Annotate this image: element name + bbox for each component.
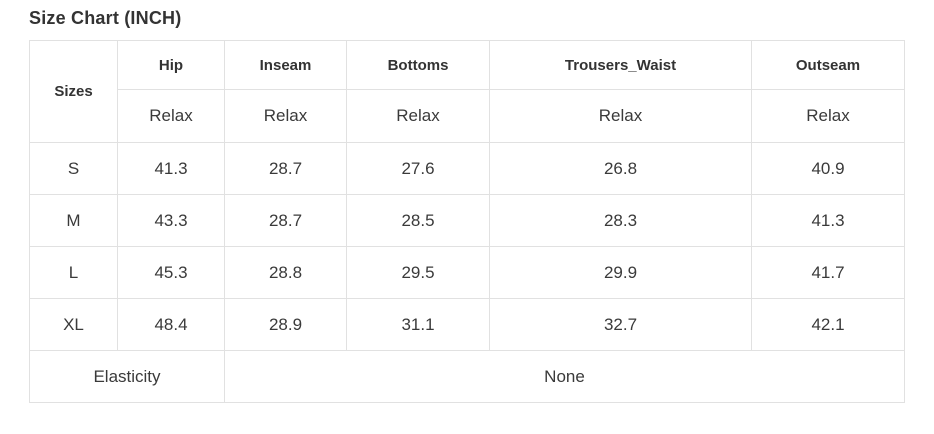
value-cell-m-bottoms: 28.5 <box>346 194 490 247</box>
value-cell-l-hip: 45.3 <box>117 246 225 299</box>
value-cell-s-outseam: 40.9 <box>751 142 905 195</box>
value-cell-xl-trousers-waist: 32.7 <box>489 298 752 351</box>
header-cell-inseam: Inseam <box>224 40 347 90</box>
value-cell-m-hip: 43.3 <box>117 194 225 247</box>
elasticity-value-cell: None <box>224 350 905 403</box>
subheader-cell-outseam-relax: Relax <box>751 89 905 143</box>
header-cell-bottoms: Bottoms <box>346 40 490 90</box>
subheader-cell-inseam-relax: Relax <box>224 89 347 143</box>
header-row-measures: Sizes Hip Inseam Bottoms Trousers_Waist … <box>29 40 905 143</box>
value-cell-l-bottoms: 29.5 <box>346 246 490 299</box>
table-row-size-s: S 41.3 28.7 27.6 26.8 40.9 <box>29 142 905 195</box>
subheader-cell-bottoms-relax: Relax <box>346 89 490 143</box>
size-cell-l: L <box>29 246 118 299</box>
elasticity-label-cell: Elasticity <box>29 350 225 403</box>
subheader-cell-trousers-waist-relax: Relax <box>489 89 752 143</box>
size-cell-xl: XL <box>29 298 118 351</box>
value-cell-xl-hip: 48.4 <box>117 298 225 351</box>
value-cell-l-trousers-waist: 29.9 <box>489 246 752 299</box>
size-chart-section: Size Chart (INCH) Sizes Hip Inseam Botto… <box>29 8 905 403</box>
value-cell-s-hip: 41.3 <box>117 142 225 195</box>
value-cell-xl-bottoms: 31.1 <box>346 298 490 351</box>
value-cell-xl-outseam: 42.1 <box>751 298 905 351</box>
size-cell-s: S <box>29 142 118 195</box>
value-cell-m-trousers-waist: 28.3 <box>489 194 752 247</box>
subheader-cell-hip-relax: Relax <box>117 89 225 143</box>
table-row-size-m: M 43.3 28.7 28.5 28.3 41.3 <box>29 194 905 247</box>
header-row-fit: Relax Relax Relax Relax Relax <box>30 89 905 143</box>
table-row-size-l: L 45.3 28.8 29.5 29.9 41.7 <box>29 246 905 299</box>
size-chart-title: Size Chart (INCH) <box>29 8 182 28</box>
header-cell-trousers-waist: Trousers_Waist <box>489 40 752 90</box>
table-row-elasticity: Elasticity None <box>29 350 905 403</box>
value-cell-s-trousers-waist: 26.8 <box>489 142 752 195</box>
value-cell-s-bottoms: 27.6 <box>346 142 490 195</box>
size-cell-m: M <box>29 194 118 247</box>
value-cell-s-inseam: 28.7 <box>224 142 347 195</box>
header-cell-hip: Hip <box>117 40 225 90</box>
header-cell-sizes: Sizes <box>29 40 118 143</box>
table-row-size-xl: XL 48.4 28.9 31.1 32.7 42.1 <box>29 298 905 351</box>
value-cell-l-outseam: 41.7 <box>751 246 905 299</box>
value-cell-l-inseam: 28.8 <box>224 246 347 299</box>
size-chart-table: Sizes Hip Inseam Bottoms Trousers_Waist … <box>29 40 905 403</box>
value-cell-m-outseam: 41.3 <box>751 194 905 247</box>
header-cell-outseam: Outseam <box>751 40 905 90</box>
value-cell-xl-inseam: 28.9 <box>224 298 347 351</box>
value-cell-m-inseam: 28.7 <box>224 194 347 247</box>
